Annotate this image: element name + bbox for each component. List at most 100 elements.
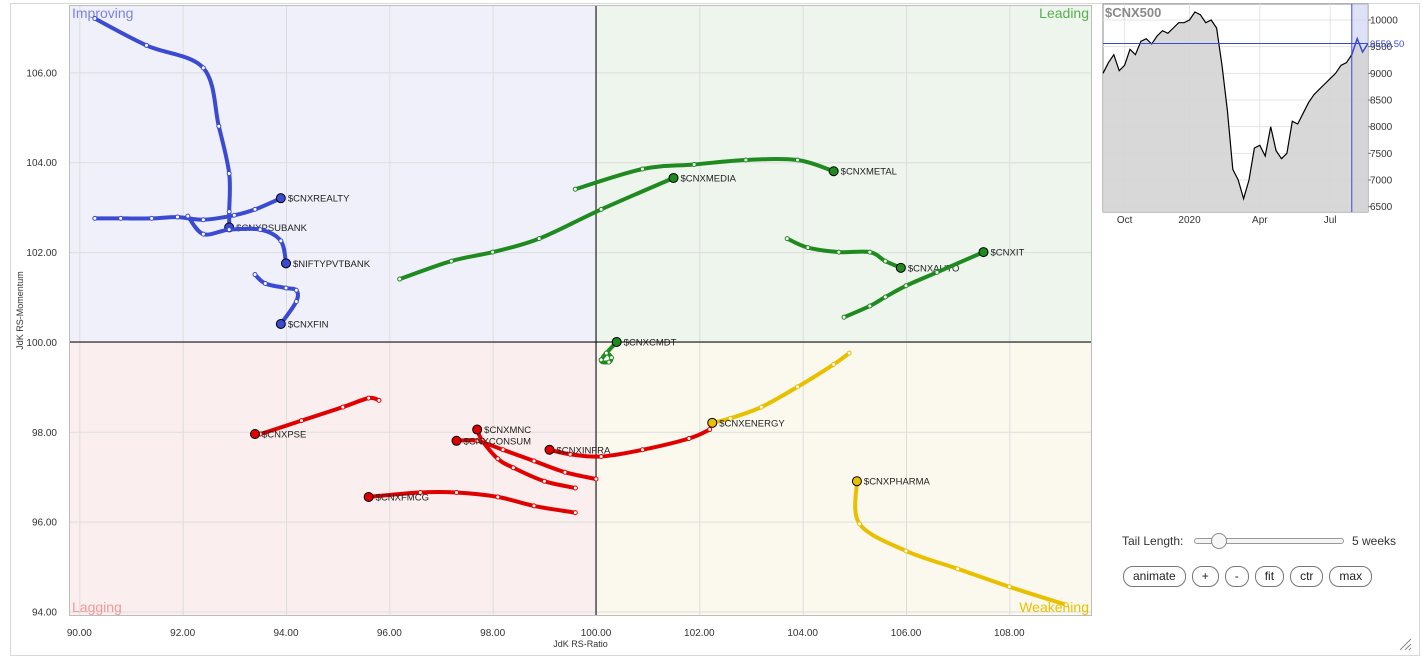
y-tick-label: 98.00: [32, 428, 57, 439]
tail-point: [603, 350, 609, 356]
quadrant-label-improving: Improving: [72, 5, 133, 21]
series-label: $CNXMEDIA: [681, 173, 737, 184]
head-point: [828, 166, 839, 177]
y-tick-label: 94.00: [32, 608, 57, 619]
tail-point: [795, 384, 800, 390]
tail-point: [293, 287, 299, 293]
head-point: [363, 491, 374, 502]
series-cnxinfra: $CNXINFRA: [544, 427, 713, 460]
resize-grip-icon[interactable]: [1398, 637, 1412, 651]
series-cnxcmdt: $CNXCMDT: [598, 336, 677, 365]
tail-point: [691, 161, 697, 167]
quadrant-label-weakening: Weakening: [1019, 599, 1089, 615]
tail-point: [593, 476, 599, 482]
tail-point: [609, 355, 614, 361]
tail-point: [226, 170, 232, 176]
tail-point: [934, 269, 940, 275]
series-label: $CNXMNC: [484, 425, 531, 436]
fit-button[interactable]: fit: [1254, 566, 1285, 587]
series-cnxenergy: $CNXENERGY: [707, 350, 852, 429]
y-axis-label: JdK RS-Momentum: [15, 271, 25, 350]
zoom-in-button[interactable]: +: [1191, 566, 1219, 587]
series-cnxpse: $CNXPSE: [250, 395, 382, 441]
tail-point: [495, 456, 501, 462]
y-tick-label: 104.00: [26, 158, 57, 169]
tail-point: [867, 303, 873, 309]
head-point: [275, 318, 286, 329]
tail-point: [200, 231, 206, 237]
tail-point: [185, 213, 191, 219]
animate-button[interactable]: animate: [1123, 566, 1186, 587]
tail-point: [299, 418, 304, 424]
center-button[interactable]: ctr: [1290, 566, 1324, 587]
x-tick-label: 104.00: [787, 628, 818, 639]
tail-point: [257, 227, 263, 233]
tail-point: [293, 299, 299, 305]
series-cnxit: $CNXIT: [841, 247, 1024, 320]
tail-point: [758, 404, 764, 410]
tail-point: [640, 447, 645, 453]
tail-point: [144, 42, 149, 48]
zoom-out-button[interactable]: -: [1224, 566, 1249, 587]
tail-point: [448, 258, 454, 264]
tail-length-slider-handle[interactable]: [1210, 533, 1227, 549]
tail-point: [490, 249, 496, 255]
head-point: [451, 435, 462, 446]
tail-point: [454, 489, 459, 495]
tail-point: [175, 214, 180, 220]
tail-point: [882, 258, 888, 264]
x-tick-label: 100.00: [581, 628, 612, 639]
tail-point: [805, 245, 811, 251]
tail-point: [231, 212, 237, 218]
tail-point: [92, 215, 98, 221]
tail-point: [707, 427, 713, 433]
series-label: $CNXFIN: [288, 319, 329, 330]
series-tail: [853, 479, 1069, 607]
tail-point: [836, 249, 842, 255]
y-tick-label: 106.00: [26, 68, 57, 79]
x-tick-label: 106.00: [891, 628, 922, 639]
quadrant-improving: [69, 5, 596, 342]
tail-point: [841, 314, 847, 320]
tail-point: [252, 206, 258, 212]
tail-point: [149, 215, 155, 221]
tail-length-slider[interactable]: [1194, 533, 1344, 549]
series-cnxpharma: $CNXPHARMA: [851, 476, 1069, 608]
tail-point: [572, 186, 578, 192]
tail-point: [572, 510, 578, 516]
series-label: $CNXPHARMA: [864, 477, 931, 488]
tail-point: [903, 283, 909, 289]
series-cnxniftypvtbank: $NIFTYPVTBANK: [185, 213, 371, 270]
chart-controls: animate + - fit ctr max: [1123, 566, 1373, 587]
x-tick-label: 92.00: [170, 628, 195, 639]
max-button[interactable]: max: [1329, 566, 1373, 587]
series-label: $CNXFMCG: [376, 492, 429, 503]
head-point: [544, 444, 555, 455]
tail-point: [882, 294, 888, 300]
series-cnxmetal: $CNXMETAL: [572, 156, 897, 192]
head-point: [895, 262, 906, 273]
tail-point: [417, 489, 423, 495]
tail-point: [200, 217, 206, 223]
head-point: [472, 424, 483, 435]
head-point: [851, 476, 862, 487]
chart-panel: [10, 3, 1420, 656]
tail-point: [562, 469, 568, 475]
tail-point: [867, 249, 873, 255]
tail-point: [92, 15, 98, 21]
series-label: $CNXPSUBANK: [236, 223, 307, 234]
tail-point: [572, 485, 578, 491]
tail-point: [397, 276, 403, 282]
relative-rotation-graph[interactable]: Improving Leading Lagging Weakening 90.00 92.…: [0, 0, 1100, 661]
tail-point: [495, 494, 501, 500]
y-tick-label: 102.00: [26, 248, 57, 259]
head-point: [978, 247, 989, 258]
tail-point: [743, 157, 749, 163]
series-cnxfmcg: $CNXFMCG: [363, 489, 578, 516]
series-tail: [366, 489, 578, 515]
tail-point: [1063, 602, 1069, 608]
tail-point: [510, 465, 516, 471]
tail-point: [536, 236, 542, 242]
tail-point: [366, 395, 372, 401]
series-label: $NIFTYPVTBANK: [293, 259, 371, 270]
